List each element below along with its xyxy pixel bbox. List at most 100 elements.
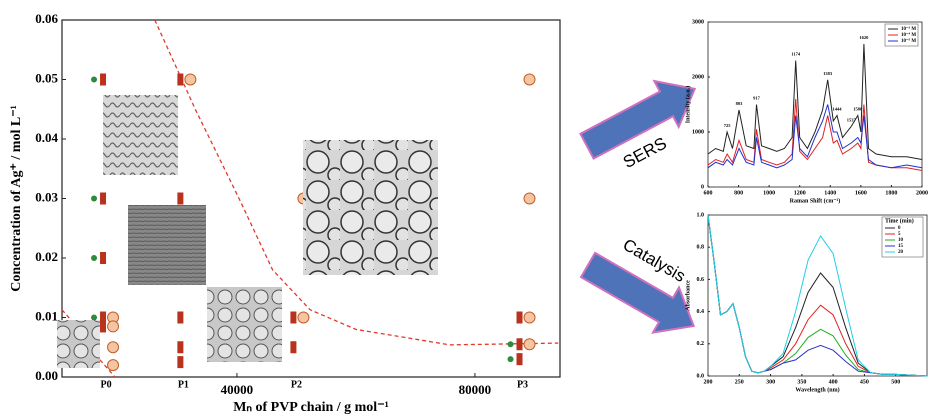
sphere-marker xyxy=(108,342,119,353)
y-tick-label: 0.02 xyxy=(35,249,58,264)
peak-label: 803 xyxy=(736,101,744,106)
rod-marker xyxy=(177,74,183,86)
y-tick-label: 0.00 xyxy=(35,368,58,383)
peak-label: 1620 xyxy=(859,35,869,40)
y-tick-label: 0.2 xyxy=(697,341,705,347)
legend-label: 15 xyxy=(898,244,904,249)
legend-label: 10 xyxy=(898,238,904,243)
spectrum-line xyxy=(708,215,927,376)
sphere-marker xyxy=(298,312,309,323)
x-tick-label: 400 xyxy=(829,379,838,385)
spectrum-line xyxy=(708,99,922,171)
arrows: SERS Catalysis xyxy=(575,66,717,349)
sphere-marker xyxy=(108,321,119,332)
sample-label: P2 xyxy=(291,379,302,390)
rod-marker xyxy=(100,320,106,332)
rod-marker xyxy=(100,193,106,205)
sphere-marker xyxy=(185,74,196,85)
sers-arrow: SERS xyxy=(575,66,715,184)
x-tick-label: 80000 xyxy=(459,382,492,397)
legend-label: 0 xyxy=(898,226,901,231)
x-axis-label: Wavelength (nm) xyxy=(795,386,839,393)
sphere-marker xyxy=(524,339,535,350)
tem-image xyxy=(57,320,100,368)
y-tick-label: 3000 xyxy=(692,19,704,25)
peak-label: 1580 xyxy=(853,107,863,112)
catalysis-arrow: Catalysis xyxy=(575,225,717,349)
dot-marker xyxy=(508,356,514,362)
tem-image xyxy=(128,205,206,285)
dot-marker xyxy=(91,315,97,321)
peak-label: 725 xyxy=(724,123,732,128)
legend-label: 10⁻⁴ M xyxy=(901,32,916,38)
rod-marker xyxy=(177,312,183,324)
x-tick-label: 300 xyxy=(766,379,775,385)
peak-label: 1174 xyxy=(791,52,801,57)
rod-marker xyxy=(177,341,183,353)
y-tick-label: 1.0 xyxy=(697,212,705,218)
y-tick-label: 0.05 xyxy=(35,70,58,85)
plot-frame xyxy=(708,215,927,376)
rod-marker xyxy=(517,312,523,324)
x-tick-label: 1800 xyxy=(885,190,897,196)
rod-marker xyxy=(100,252,106,264)
peak-label: 1444 xyxy=(833,107,843,112)
legend-label: 20 xyxy=(898,250,904,255)
peak-label: 917 xyxy=(753,96,761,101)
x-tick-label: 450 xyxy=(860,379,869,385)
x-tick-label: 1200 xyxy=(794,190,806,196)
rod-marker xyxy=(517,353,523,365)
dot-marker xyxy=(91,255,97,261)
x-tick-label: 800 xyxy=(734,190,743,196)
y-axis-label: Concentration of Ag⁺ / mol L⁻¹ xyxy=(9,105,24,292)
legend-label: 10⁻³ M xyxy=(901,26,916,32)
rod-marker xyxy=(177,356,183,368)
tem-image xyxy=(303,140,438,275)
sphere-marker xyxy=(524,193,535,204)
x-axis-label: Mₙ of PVP chain / g mol⁻¹ xyxy=(233,400,389,415)
y-tick-label: 0.4 xyxy=(697,309,705,315)
y-tick-label: 0.06 xyxy=(35,11,58,26)
legend-label: 5 xyxy=(898,232,901,237)
legend-label: 10⁻⁵ M xyxy=(901,38,916,44)
x-axis-label: Raman Shift (cm⁻¹) xyxy=(790,197,841,204)
sample-label: P3 xyxy=(517,379,528,390)
x-tick-label: 2000 xyxy=(916,190,928,196)
sphere-marker xyxy=(524,312,535,323)
y-tick-label: 0.6 xyxy=(697,277,705,283)
x-tick-label: 1000 xyxy=(763,190,775,196)
dot-marker xyxy=(91,196,97,202)
sample-label: P0 xyxy=(100,379,111,390)
dot-marker xyxy=(91,77,97,83)
raman-chart: 0100020003000600800100012001400160018002… xyxy=(684,19,928,204)
peak-label: 1383 xyxy=(823,71,833,76)
x-tick-label: 500 xyxy=(891,379,900,385)
legend-title: Time (min) xyxy=(885,217,914,224)
y-tick-label: 0.03 xyxy=(35,189,58,204)
y-tick-label: 0.01 xyxy=(35,308,58,323)
peak-label: 1537 xyxy=(847,118,857,123)
sphere-marker xyxy=(524,74,535,85)
spectrum-line xyxy=(708,215,927,376)
y-tick-label: 0.8 xyxy=(697,245,705,251)
tem-image xyxy=(103,95,178,175)
y-tick-label: 0.04 xyxy=(35,130,58,145)
y-tick-label: 1000 xyxy=(692,129,704,135)
x-tick-label: 600 xyxy=(704,190,713,196)
y-axis-label: Intensity (a.u.) xyxy=(684,86,691,124)
rod-marker xyxy=(177,193,183,205)
y-tick-label: 2000 xyxy=(692,74,704,80)
rod-marker xyxy=(517,338,523,350)
x-tick-label: 1400 xyxy=(824,190,836,196)
x-tick-label: 250 xyxy=(735,379,744,385)
spectrum-line xyxy=(708,215,927,376)
spectrum-line xyxy=(708,215,927,376)
x-tick-label: 40000 xyxy=(221,382,254,397)
dot-marker xyxy=(508,341,514,347)
spectrum-line xyxy=(708,215,927,376)
x-tick-label: 200 xyxy=(704,379,713,385)
sample-label: P1 xyxy=(178,379,189,390)
rod-marker xyxy=(290,341,296,353)
x-tick-label: 1600 xyxy=(855,190,867,196)
